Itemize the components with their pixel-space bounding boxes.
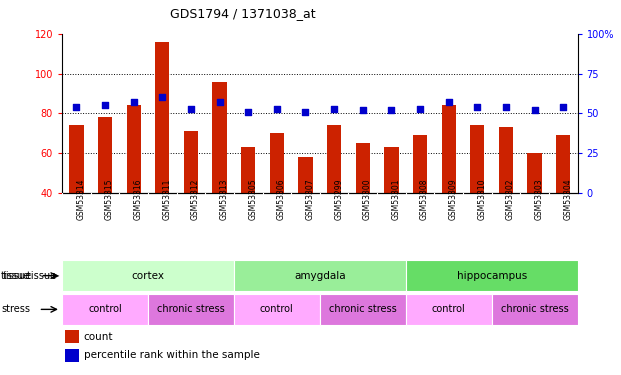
Text: cortex: cortex [132, 271, 165, 280]
Text: chronic stress: chronic stress [329, 304, 397, 314]
Point [186, 106, 196, 112]
Bar [241, 147, 255, 193]
Bar [527, 153, 542, 193]
Bar [155, 42, 170, 193]
Bar [499, 128, 513, 193]
Point [129, 99, 138, 105]
Bar [327, 125, 342, 193]
Text: tissue: tissue [27, 271, 59, 280]
Bar [413, 135, 427, 193]
Text: control: control [88, 304, 122, 314]
Point [415, 106, 425, 112]
Point [272, 106, 282, 112]
Text: GSM53308: GSM53308 [420, 179, 429, 220]
Point [473, 104, 483, 110]
Bar [406, 294, 492, 324]
Bar [70, 125, 84, 193]
Point [100, 102, 110, 108]
Text: chronic stress: chronic stress [501, 304, 568, 314]
Bar [98, 117, 112, 193]
Bar [234, 294, 320, 324]
Bar [298, 157, 312, 193]
Bar [556, 135, 570, 193]
Text: GSM53299: GSM53299 [334, 179, 343, 220]
Bar [406, 260, 578, 291]
Text: GSM53315: GSM53315 [105, 179, 114, 220]
Text: amygdala: amygdala [294, 271, 346, 280]
Text: GSM53316: GSM53316 [134, 179, 143, 220]
Text: GDS1794 / 1371038_at: GDS1794 / 1371038_at [170, 7, 315, 20]
Point [558, 104, 568, 110]
Text: GSM53311: GSM53311 [162, 179, 171, 220]
Bar [442, 105, 456, 193]
Bar [62, 294, 148, 324]
Bar [320, 294, 406, 324]
Text: percentile rank within the sample: percentile rank within the sample [84, 351, 260, 360]
Point [71, 104, 81, 110]
Bar [492, 294, 578, 324]
Bar [148, 294, 234, 324]
Text: GSM53305: GSM53305 [248, 179, 257, 220]
Text: GSM53313: GSM53313 [220, 179, 229, 220]
Text: GSM53302: GSM53302 [506, 179, 515, 220]
Text: tissue: tissue [3, 271, 32, 280]
Bar [234, 260, 406, 291]
Text: GSM53304: GSM53304 [563, 179, 572, 220]
Point [530, 107, 540, 113]
Text: GSM53306: GSM53306 [277, 179, 286, 220]
Text: count: count [84, 332, 113, 342]
Text: hippocampus: hippocampus [456, 271, 527, 280]
Bar [212, 81, 227, 193]
Point [329, 106, 339, 112]
Point [386, 107, 396, 113]
Text: GSM53310: GSM53310 [478, 179, 486, 220]
Bar [127, 105, 141, 193]
Text: GSM53314: GSM53314 [76, 179, 86, 220]
Bar [470, 125, 484, 193]
Point [301, 109, 310, 115]
Bar [184, 131, 198, 193]
Text: control: control [432, 304, 466, 314]
Point [157, 94, 167, 100]
Text: GSM53309: GSM53309 [448, 179, 458, 220]
Bar [384, 147, 399, 193]
Bar [65, 330, 79, 343]
Text: stress: stress [1, 304, 30, 314]
Point [243, 109, 253, 115]
Point [443, 99, 453, 105]
Text: GSM53301: GSM53301 [391, 179, 401, 220]
Point [501, 104, 511, 110]
Bar [270, 134, 284, 193]
Text: ▶: ▶ [53, 271, 59, 280]
Bar [356, 143, 370, 193]
Text: control: control [260, 304, 294, 314]
Text: GSM53307: GSM53307 [306, 179, 314, 220]
Bar [62, 260, 234, 291]
Text: tissue: tissue [1, 271, 30, 280]
Text: GSM53312: GSM53312 [191, 179, 200, 220]
Text: GSM53300: GSM53300 [363, 179, 372, 220]
Point [358, 107, 368, 113]
Text: GSM53303: GSM53303 [535, 179, 543, 220]
Point [215, 99, 225, 105]
Text: chronic stress: chronic stress [157, 304, 225, 314]
Bar [65, 349, 79, 362]
